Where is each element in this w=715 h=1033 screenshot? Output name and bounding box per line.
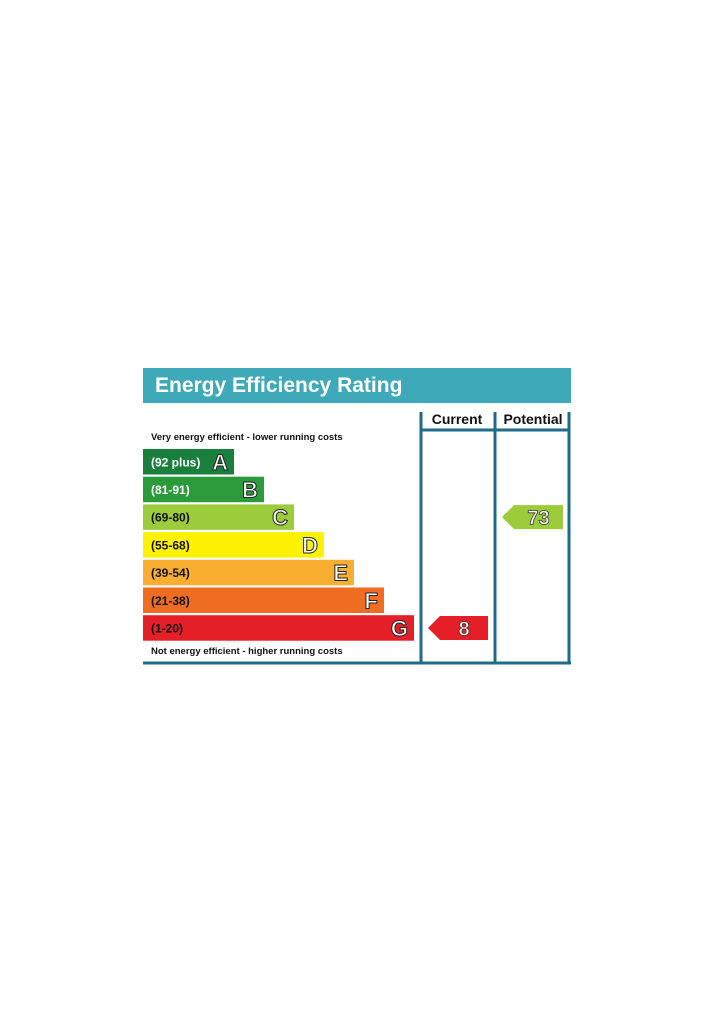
band-f-range: (21-38) xyxy=(151,594,190,608)
potential-arrow xyxy=(502,505,563,530)
band-c-bar xyxy=(143,504,294,530)
band-a-bar xyxy=(143,449,234,475)
epc-chart-svg: Current Potential Very energy efficient … xyxy=(143,411,571,665)
band-a-letter: A xyxy=(212,450,228,475)
score-arrows: 8 73 xyxy=(428,505,563,641)
band-g-letter: G xyxy=(391,616,408,641)
band-g-bar xyxy=(143,615,414,641)
current-arrow xyxy=(428,615,488,640)
band-d-range: (55-68) xyxy=(151,538,190,552)
rating-bands: (92 plus) A (81-91) B (69-80) C (55-68) D (39-54… xyxy=(143,449,414,641)
band-d-bar xyxy=(143,532,324,558)
band-d-letter: D xyxy=(302,533,318,558)
current-score: 8 xyxy=(458,618,469,640)
band-e-letter: E xyxy=(333,561,348,586)
band-g-range: (1-20) xyxy=(151,621,183,635)
band-c-letter: C xyxy=(272,505,288,530)
column-header-potential: Potential xyxy=(503,411,562,427)
band-e-range: (39-54) xyxy=(151,566,190,580)
band-f-letter: F xyxy=(365,588,378,613)
bottom-caption: Not energy efficient - higher running co… xyxy=(151,646,343,657)
band-b-letter: B xyxy=(242,477,258,502)
chart-title: Energy Efficiency Rating xyxy=(143,368,571,403)
top-caption: Very energy efficient - lower running co… xyxy=(151,432,343,443)
energy-efficiency-rating-chart: Energy Efficiency Rating Current Potenti… xyxy=(143,368,571,665)
band-b-range: (81-91) xyxy=(151,483,190,497)
band-f-bar xyxy=(143,587,384,613)
column-header-current: Current xyxy=(432,411,483,427)
band-e-bar xyxy=(143,559,354,586)
potential-score: 73 xyxy=(527,508,549,530)
band-c-range: (69-80) xyxy=(151,511,190,525)
band-a-range: (92 plus) xyxy=(151,455,200,469)
chart-frame xyxy=(143,412,571,665)
band-b-bar xyxy=(143,476,264,503)
